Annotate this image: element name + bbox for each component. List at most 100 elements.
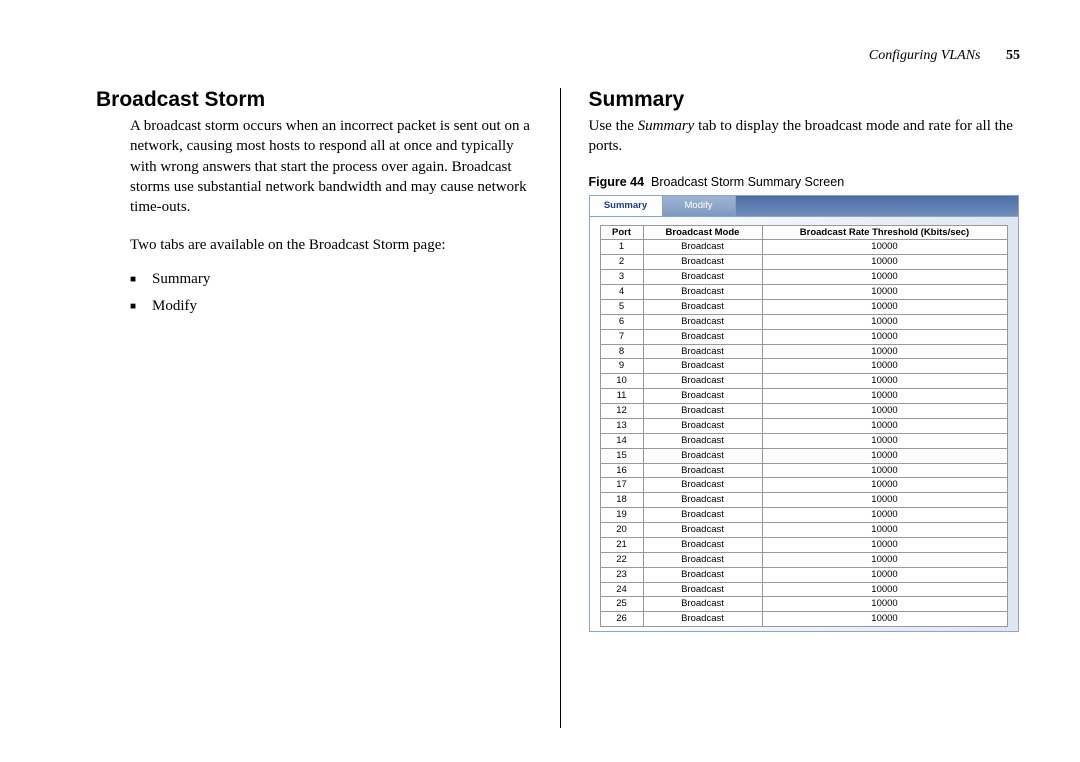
table-cell: 21 <box>600 537 643 552</box>
col-rate: Broadcast Rate Threshold (Kbits/sec) <box>762 225 1007 240</box>
table-cell: 10000 <box>762 448 1007 463</box>
table-row: 14Broadcast10000 <box>600 433 1007 448</box>
table-cell: 25 <box>600 597 643 612</box>
table-cell: 10000 <box>762 285 1007 300</box>
table-cell: Broadcast <box>643 523 762 538</box>
table-row: 25Broadcast10000 <box>600 597 1007 612</box>
table-cell: 10000 <box>762 582 1007 597</box>
table-row: 20Broadcast10000 <box>600 523 1007 538</box>
table-cell: 10000 <box>762 493 1007 508</box>
table-row: 24Broadcast10000 <box>600 582 1007 597</box>
table-cell: 14 <box>600 433 643 448</box>
table-cell: Broadcast <box>643 597 762 612</box>
screenshot-table-wrap: Port Broadcast Mode Broadcast Rate Thres… <box>590 217 1018 632</box>
table-cell: 12 <box>600 404 643 419</box>
table-cell: 10000 <box>762 508 1007 523</box>
left-paragraph-1: A broadcast storm occurs when an incorre… <box>96 116 532 217</box>
table-cell: 10000 <box>762 523 1007 538</box>
table-row: 16Broadcast10000 <box>600 463 1007 478</box>
figure-label: Figure 44 <box>589 175 645 189</box>
col-port: Port <box>600 225 643 240</box>
left-column: Broadcast Storm A broadcast storm occurs… <box>96 88 560 728</box>
table-row: 6Broadcast10000 <box>600 314 1007 329</box>
table-row: 12Broadcast10000 <box>600 404 1007 419</box>
table-cell: Broadcast <box>643 299 762 314</box>
table-cell: 10000 <box>762 359 1007 374</box>
table-cell: Broadcast <box>643 567 762 582</box>
tab-bullet-list: Summary Modify <box>130 266 532 320</box>
summary-text-pre: Use the <box>589 118 638 134</box>
table-cell: 2 <box>600 255 643 270</box>
table-cell: 10000 <box>762 240 1007 255</box>
summary-text-em: Summary <box>638 118 695 134</box>
table-cell: Broadcast <box>643 389 762 404</box>
table-cell: 10000 <box>762 389 1007 404</box>
table-cell: Broadcast <box>643 493 762 508</box>
table-cell: Broadcast <box>643 374 762 389</box>
table-cell: Broadcast <box>643 612 762 627</box>
table-cell: 10000 <box>762 567 1007 582</box>
table-cell: 17 <box>600 478 643 493</box>
manual-page: Configuring VLANs 55 Broadcast Storm A b… <box>0 0 1080 762</box>
table-cell: 20 <box>600 523 643 538</box>
list-item: Modify <box>130 293 532 320</box>
table-cell: 10000 <box>762 597 1007 612</box>
table-cell: Broadcast <box>643 537 762 552</box>
table-row: 18Broadcast10000 <box>600 493 1007 508</box>
col-mode: Broadcast Mode <box>643 225 762 240</box>
screenshot-tabbar: Summary Modify <box>590 196 1018 217</box>
table-row: 15Broadcast10000 <box>600 448 1007 463</box>
tab-modify[interactable]: Modify <box>663 196 736 216</box>
table-cell: Broadcast <box>643 359 762 374</box>
table-row: 19Broadcast10000 <box>600 508 1007 523</box>
figure-caption-text: Broadcast Storm Summary Screen <box>651 175 844 189</box>
table-cell: Broadcast <box>643 478 762 493</box>
left-paragraph-2: Two tabs are available on the Broadcast … <box>130 235 532 255</box>
table-row: 10Broadcast10000 <box>600 374 1007 389</box>
table-cell: 18 <box>600 493 643 508</box>
table-cell: 9 <box>600 359 643 374</box>
table-cell: 10000 <box>762 255 1007 270</box>
section-name: Configuring VLANs <box>869 48 981 63</box>
table-cell: Broadcast <box>643 433 762 448</box>
table-cell: 22 <box>600 552 643 567</box>
table-cell: 4 <box>600 285 643 300</box>
table-row: 3Broadcast10000 <box>600 270 1007 285</box>
table-cell: Broadcast <box>643 463 762 478</box>
figure-caption: Figure 44 Broadcast Storm Summary Screen <box>589 175 1025 189</box>
table-cell: 8 <box>600 344 643 359</box>
table-row: 21Broadcast10000 <box>600 537 1007 552</box>
table-row: 7Broadcast10000 <box>600 329 1007 344</box>
table-row: 5Broadcast10000 <box>600 299 1007 314</box>
table-cell: Broadcast <box>643 329 762 344</box>
list-item: Summary <box>130 266 532 293</box>
table-cell: 11 <box>600 389 643 404</box>
summary-paragraph: Use the Summary tab to display the broad… <box>589 116 1025 157</box>
table-cell: Broadcast <box>643 270 762 285</box>
table-row: 26Broadcast10000 <box>600 612 1007 627</box>
table-cell: 15 <box>600 448 643 463</box>
table-cell: Broadcast <box>643 582 762 597</box>
table-cell: 10000 <box>762 314 1007 329</box>
table-cell: 24 <box>600 582 643 597</box>
table-cell: 16 <box>600 463 643 478</box>
table-row: 22Broadcast10000 <box>600 552 1007 567</box>
table-cell: 10 <box>600 374 643 389</box>
table-row: 23Broadcast10000 <box>600 567 1007 582</box>
table-cell: 10000 <box>762 344 1007 359</box>
table-row: 1Broadcast10000 <box>600 240 1007 255</box>
right-column: Summary Use the Summary tab to display t… <box>561 88 1025 728</box>
table-cell: 3 <box>600 270 643 285</box>
table-cell: 26 <box>600 612 643 627</box>
table-row: 4Broadcast10000 <box>600 285 1007 300</box>
tab-summary[interactable]: Summary <box>590 196 663 216</box>
table-cell: 10000 <box>762 270 1007 285</box>
table-cell: 19 <box>600 508 643 523</box>
table-row: 13Broadcast10000 <box>600 418 1007 433</box>
broadcast-storm-table: Port Broadcast Mode Broadcast Rate Thres… <box>600 225 1008 628</box>
table-row: 9Broadcast10000 <box>600 359 1007 374</box>
table-cell: 10000 <box>762 404 1007 419</box>
table-row: 8Broadcast10000 <box>600 344 1007 359</box>
table-row: 17Broadcast10000 <box>600 478 1007 493</box>
table-cell: 10000 <box>762 329 1007 344</box>
